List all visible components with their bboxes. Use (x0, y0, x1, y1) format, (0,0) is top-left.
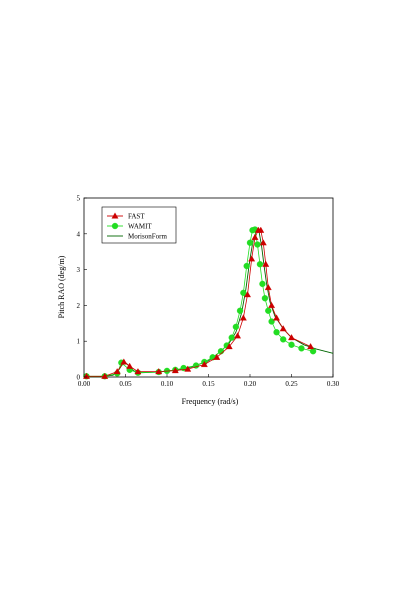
data-point-fast (120, 358, 128, 365)
data-point-fast (113, 368, 121, 375)
x-tick-label: 0.00 (78, 380, 91, 388)
x-tick-label: 0.30 (327, 380, 340, 388)
legend-label-fast: FAST (128, 213, 145, 221)
x-tick-label: 0.10 (161, 380, 174, 388)
x-tick-label: 0.25 (285, 380, 298, 388)
data-point-wamit (298, 345, 305, 352)
data-point-fast (200, 360, 208, 368)
y-tick-label: 1 (77, 338, 81, 346)
series-line-wamit (86, 228, 314, 377)
data-point-fast (101, 372, 109, 379)
series-fast (83, 226, 315, 379)
legend: FAST WAMIT MorisonForm (101, 206, 177, 244)
data-point-fast (259, 239, 267, 246)
data-point-fast (307, 343, 315, 350)
data-point-fast (171, 367, 179, 374)
data-point-fast (248, 255, 256, 262)
legend-label-morisonform: MorisonForm (128, 233, 167, 241)
data-point-fast (244, 291, 251, 298)
data-point-fast (134, 368, 142, 375)
data-point-wamit (265, 307, 272, 314)
data-point-fast (126, 362, 134, 369)
data-point-wamit (261, 295, 269, 302)
data-point-wamit (259, 280, 266, 288)
data-point-fast (264, 283, 272, 291)
data-point-wamit (309, 348, 317, 355)
series-wamit (83, 226, 317, 380)
data-point-wamit (236, 307, 244, 314)
x-tick-label: 0.15 (202, 380, 215, 388)
data-point-fast (225, 343, 233, 350)
series-line-morisonform (84, 229, 334, 378)
x-axis-label: Frequency (rad/s) (182, 397, 239, 406)
y-tick-label: 3 (77, 266, 81, 274)
data-point-fast (279, 325, 287, 332)
data-point-fast (213, 353, 221, 360)
data-point-wamit (246, 239, 254, 246)
legend-marker-fast (111, 212, 119, 219)
data-point-wamit (268, 318, 275, 325)
data-point-wamit (256, 261, 264, 268)
y-axis-label: Pitch RAO (deg/m) (57, 255, 66, 318)
series-morisonform (84, 229, 334, 378)
series-layer (83, 226, 334, 380)
data-point-wamit (240, 289, 247, 297)
legend-label-wamit: WAMIT (128, 223, 152, 231)
x-tick-label: 0.05 (119, 380, 132, 388)
data-point-wamit (232, 323, 240, 331)
data-point-fast (234, 332, 242, 339)
data-point-fast (262, 260, 270, 267)
data-point-wamit (254, 241, 261, 248)
data-point-wamit (280, 336, 287, 343)
data-point-fast (239, 314, 247, 321)
legend-marker-wamit (111, 222, 119, 230)
y-tick-label: 0 (77, 374, 81, 382)
y-tick-label: 5 (77, 195, 81, 203)
y-axis-ticks: 0 1 2 3 4 5 (77, 195, 87, 382)
data-point-wamit (228, 334, 235, 341)
data-point-wamit (273, 329, 280, 336)
x-tick-label: 0.20 (244, 380, 257, 388)
data-point-wamit (288, 341, 295, 348)
data-point-fast (288, 334, 295, 341)
y-tick-label: 4 (77, 230, 81, 238)
data-point-wamit (243, 262, 250, 270)
data-point-fast (155, 368, 163, 375)
data-point-fast (184, 365, 192, 372)
y-tick-label: 2 (77, 302, 81, 310)
data-point-fast (257, 226, 265, 233)
series-line-fast (86, 229, 311, 377)
data-point-fast (273, 314, 281, 321)
data-point-fast (251, 233, 259, 240)
data-point-fast (268, 301, 276, 308)
x-axis-ticks: 0.00 0.05 0.10 0.15 0.20 0.25 0.30 (78, 374, 340, 388)
